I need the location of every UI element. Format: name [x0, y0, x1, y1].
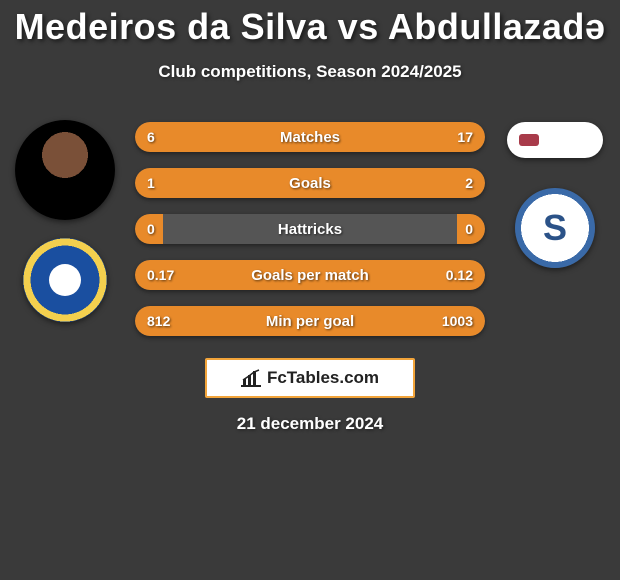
stat-value-right: 0.12	[446, 260, 473, 290]
stat-label: Matches	[135, 122, 485, 152]
stat-value-right: 1003	[442, 306, 473, 336]
stat-label: Goals per match	[135, 260, 485, 290]
stat-value-right: 0	[465, 214, 473, 244]
stat-row: 1 Goals 2	[135, 168, 485, 198]
bar-chart-icon	[241, 369, 261, 387]
left-player-avatar	[15, 120, 115, 220]
stat-value-right: 17	[457, 122, 473, 152]
left-player-column	[10, 120, 120, 322]
right-player-column	[500, 120, 610, 268]
source-badge: FcTables.com	[205, 358, 415, 398]
stat-label: Min per goal	[135, 306, 485, 336]
footer: FcTables.com 21 december 2024	[0, 352, 620, 434]
stat-label: Hattricks	[135, 214, 485, 244]
stat-value-right: 2	[465, 168, 473, 198]
right-player-avatar	[507, 122, 603, 158]
stat-row: 6 Matches 17	[135, 122, 485, 152]
date-label: 21 december 2024	[0, 414, 620, 434]
stat-row: 812 Min per goal 1003	[135, 306, 485, 336]
stat-row: 0.17 Goals per match 0.12	[135, 260, 485, 290]
left-club-badge	[23, 238, 107, 322]
stat-label: Goals	[135, 168, 485, 198]
right-club-badge	[515, 188, 595, 268]
source-label: FcTables.com	[267, 368, 379, 388]
stat-row: 0 Hattricks 0	[135, 214, 485, 244]
stats-container: 6 Matches 17 1 Goals 2 0 Hattricks 0 0.1…	[135, 122, 485, 352]
page-title: Medeiros da Silva vs Abdullazadə	[0, 0, 620, 48]
subtitle: Club competitions, Season 2024/2025	[0, 62, 620, 82]
